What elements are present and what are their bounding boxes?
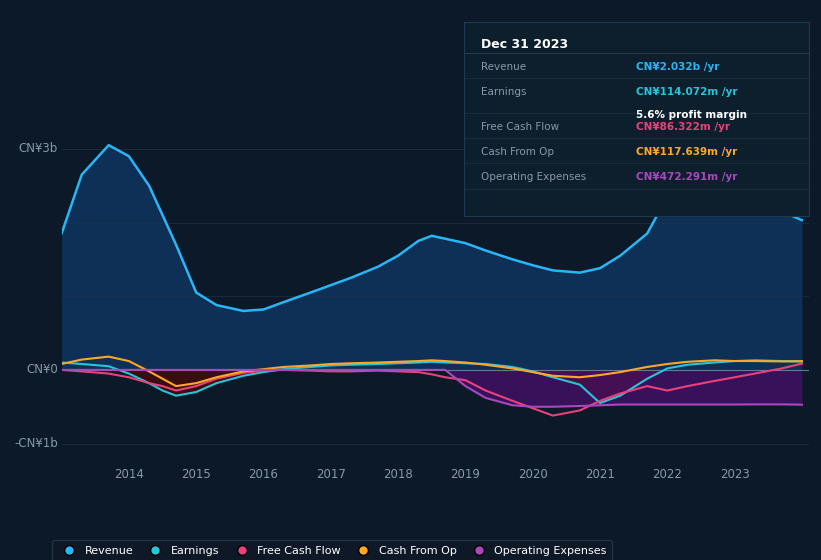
Text: CN¥0: CN¥0 xyxy=(26,363,57,376)
Legend: Revenue, Earnings, Free Cash Flow, Cash From Op, Operating Expenses: Revenue, Earnings, Free Cash Flow, Cash … xyxy=(53,540,612,560)
Text: CN¥2.032b /yr: CN¥2.032b /yr xyxy=(636,62,720,72)
Text: Free Cash Flow: Free Cash Flow xyxy=(481,122,559,132)
Text: CN¥472.291m /yr: CN¥472.291m /yr xyxy=(636,172,737,182)
Text: Operating Expenses: Operating Expenses xyxy=(481,172,586,182)
Text: Dec 31 2023: Dec 31 2023 xyxy=(481,38,568,51)
Text: Earnings: Earnings xyxy=(481,87,526,97)
Text: -CN¥1b: -CN¥1b xyxy=(14,437,57,450)
Text: CN¥117.639m /yr: CN¥117.639m /yr xyxy=(636,147,737,157)
Text: CN¥3b: CN¥3b xyxy=(19,142,57,155)
Text: Cash From Op: Cash From Op xyxy=(481,147,554,157)
Text: Revenue: Revenue xyxy=(481,62,526,72)
Text: CN¥86.322m /yr: CN¥86.322m /yr xyxy=(636,122,730,132)
Text: CN¥114.072m /yr: CN¥114.072m /yr xyxy=(636,87,738,97)
Text: 5.6% profit margin: 5.6% profit margin xyxy=(636,110,747,120)
